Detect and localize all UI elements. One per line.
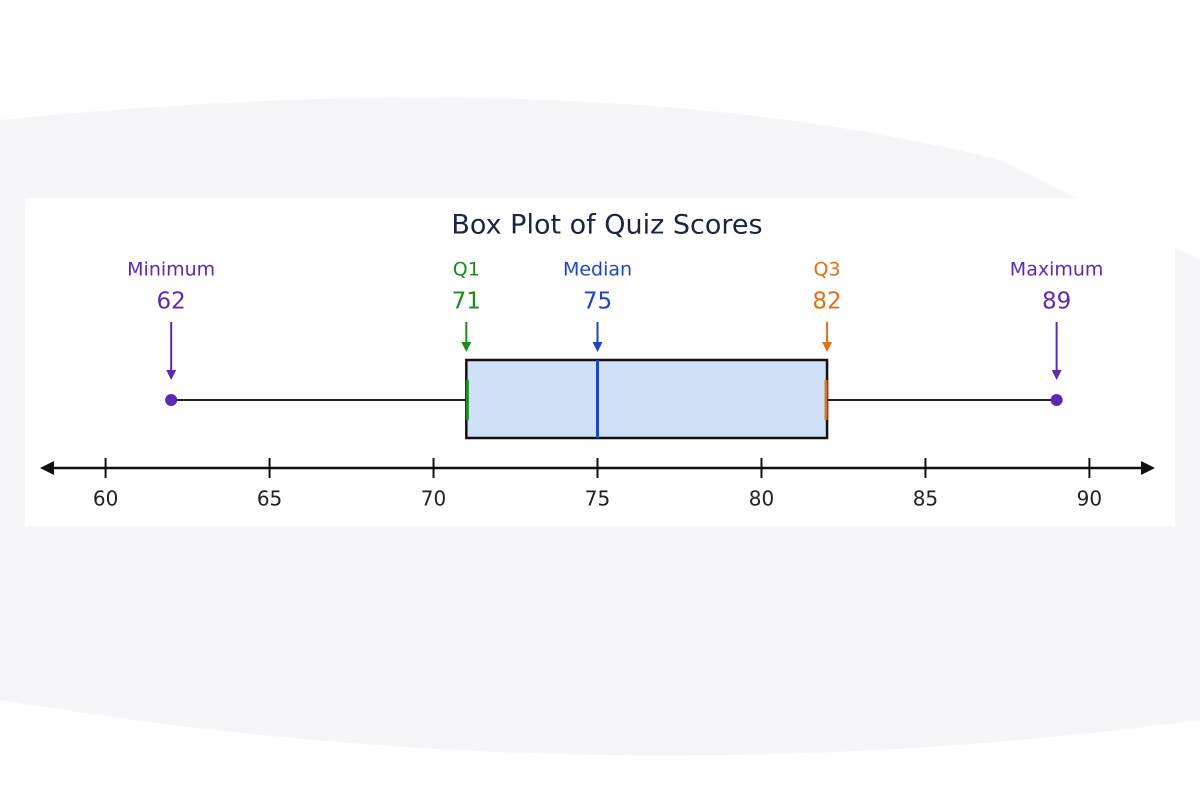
pointer-head — [592, 342, 603, 352]
chart-title: Box Plot of Quiz Scores — [451, 210, 762, 241]
stat-name: Maximum — [1010, 259, 1104, 281]
axis-arrow — [1141, 461, 1155, 475]
stat-name: Q3 — [814, 259, 841, 281]
stat-name: Median — [563, 259, 632, 281]
stat-value: 71 — [452, 289, 481, 315]
stat-name: Minimum — [127, 259, 215, 281]
x-tick-label: 65 — [257, 487, 282, 511]
x-tick-label: 60 — [93, 487, 118, 511]
whisker-end — [165, 394, 178, 406]
box — [465, 358, 829, 440]
pointer-head — [166, 370, 177, 380]
x-tick-label: 90 — [1077, 487, 1102, 511]
stat-value: 82 — [812, 289, 841, 315]
x-tick-label: 80 — [749, 487, 774, 511]
stat-value: 75 — [583, 289, 612, 315]
whisker-end — [1050, 394, 1063, 406]
pointer-head — [822, 342, 833, 352]
x-tick-label: 70 — [421, 487, 446, 511]
stat-value: 89 — [1042, 289, 1071, 315]
axis-arrow — [40, 461, 54, 475]
pointer-head — [1051, 370, 1062, 380]
stat-name: Q1 — [453, 259, 480, 281]
pointer-head — [461, 342, 472, 352]
x-tick-label: 85 — [913, 487, 938, 511]
x-tick-label: 75 — [585, 487, 610, 511]
stat-value: 62 — [157, 289, 186, 315]
